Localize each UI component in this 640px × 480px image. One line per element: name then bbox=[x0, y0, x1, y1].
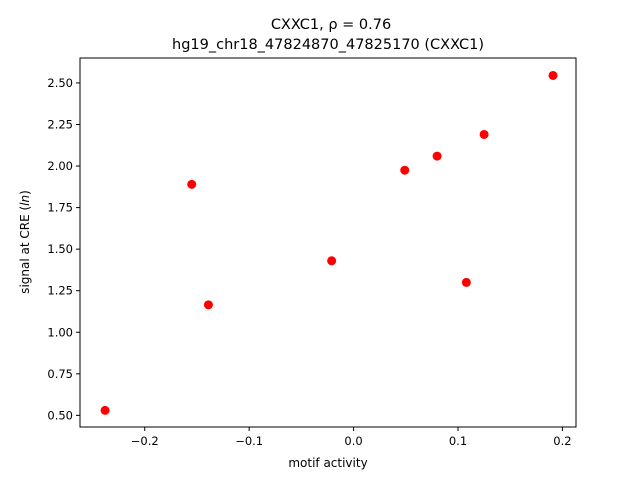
x-axis: −0.2 −0.1 0.0 0.1 0.2 bbox=[131, 427, 572, 448]
y-tick-label: 1.75 bbox=[47, 201, 73, 215]
x-tick-label: 0.0 bbox=[344, 434, 362, 448]
y-axis-label-unit: ln bbox=[18, 195, 32, 206]
data-point bbox=[100, 405, 110, 415]
y-axis: 0.50 0.75 1.00 1.25 1.50 1.75 2.00 2.25 2.50 bbox=[47, 76, 80, 422]
data-point bbox=[203, 300, 213, 310]
y-tick-label: 1.25 bbox=[47, 284, 73, 298]
chart-title-line1: CXXC1, ρ = 0.76 bbox=[271, 17, 391, 33]
y-tick-label: 2.25 bbox=[47, 117, 73, 131]
plot-area bbox=[100, 70, 558, 415]
y-tick-label: 0.75 bbox=[47, 367, 73, 381]
data-point bbox=[327, 256, 337, 266]
data-point bbox=[461, 277, 471, 287]
y-tick-label: 1.00 bbox=[47, 325, 73, 339]
data-point bbox=[400, 165, 410, 175]
data-point bbox=[187, 179, 197, 189]
y-axis-label: signal at CRE (ln) bbox=[18, 190, 32, 294]
y-axis-label-prefix: signal at CRE ( bbox=[18, 206, 32, 294]
x-tick-label: 0.2 bbox=[553, 434, 571, 448]
chart-title-line2: hg19_chr18_47824870_47825170 (CXXC1) bbox=[172, 37, 484, 53]
y-tick-label: 0.50 bbox=[47, 408, 73, 422]
y-tick-label: 1.50 bbox=[47, 242, 73, 256]
x-tick-label: 0.1 bbox=[449, 434, 467, 448]
data-point bbox=[548, 70, 558, 80]
axes-frame bbox=[79, 57, 577, 428]
x-tick-label: −0.1 bbox=[235, 434, 263, 448]
x-axis-label: motif activity bbox=[288, 456, 367, 470]
x-tick-label: −0.2 bbox=[131, 434, 159, 448]
data-point bbox=[479, 129, 489, 139]
y-tick-label: 2.50 bbox=[47, 76, 73, 90]
y-tick-label: 2.00 bbox=[47, 159, 73, 173]
data-point bbox=[432, 151, 442, 161]
y-axis-label-suffix: ) bbox=[18, 190, 32, 195]
